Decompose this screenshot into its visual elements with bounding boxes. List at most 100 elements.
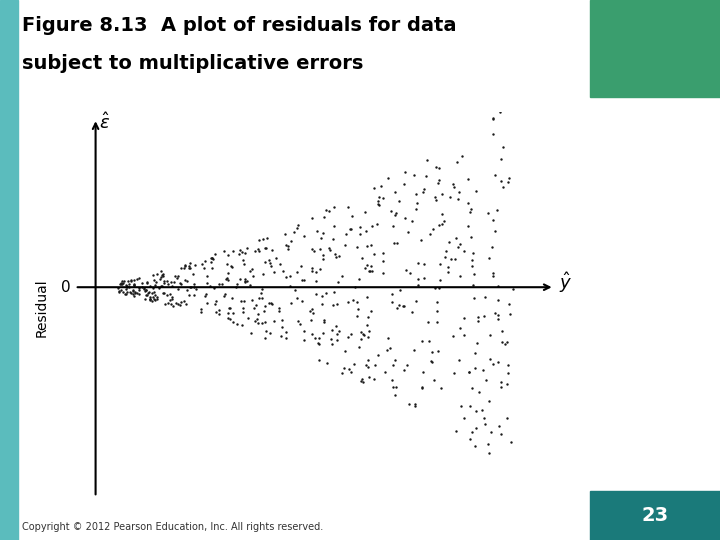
- Point: [360, 361, 372, 369]
- Point: [361, 320, 373, 329]
- Point: [299, 336, 310, 345]
- Point: [310, 290, 321, 299]
- Point: [264, 259, 276, 267]
- Point: [377, 257, 389, 266]
- Point: [127, 286, 138, 294]
- Point: [351, 312, 362, 320]
- Point: [171, 299, 182, 307]
- Point: [467, 281, 479, 289]
- Point: [420, 172, 431, 181]
- Point: [297, 296, 308, 305]
- Point: [482, 208, 493, 217]
- Point: [291, 294, 302, 302]
- Point: [398, 180, 410, 188]
- Point: [148, 294, 159, 303]
- Point: [342, 203, 354, 212]
- Point: [464, 368, 475, 376]
- Point: [421, 156, 433, 164]
- Point: [416, 336, 428, 345]
- Point: [348, 359, 359, 368]
- Point: [181, 276, 192, 285]
- Point: [150, 278, 162, 286]
- Point: [446, 255, 457, 264]
- Point: [415, 235, 427, 244]
- Point: [328, 235, 339, 244]
- Point: [449, 254, 460, 263]
- Point: [238, 308, 249, 316]
- Point: [391, 383, 402, 391]
- Point: [113, 284, 125, 292]
- Point: [241, 276, 253, 285]
- Point: [483, 253, 495, 262]
- Point: [357, 330, 369, 339]
- Point: [495, 377, 507, 386]
- Point: [426, 357, 437, 366]
- Point: [307, 267, 318, 275]
- Point: [333, 327, 345, 335]
- Point: [398, 366, 410, 374]
- Point: [292, 224, 303, 233]
- Point: [433, 164, 445, 173]
- Point: [307, 246, 319, 255]
- Point: [315, 265, 326, 274]
- Point: [189, 279, 200, 288]
- Point: [315, 234, 327, 242]
- Point: [157, 271, 168, 279]
- Point: [354, 343, 365, 352]
- Point: [179, 275, 191, 284]
- Point: [487, 115, 499, 124]
- Point: [284, 282, 296, 291]
- Point: [158, 277, 170, 286]
- Point: [429, 192, 441, 201]
- Point: [114, 280, 126, 289]
- Point: [253, 246, 265, 255]
- Point: [426, 348, 437, 356]
- Point: [221, 273, 233, 282]
- Point: [120, 285, 132, 294]
- Point: [492, 296, 504, 305]
- Point: [189, 261, 201, 270]
- Point: [165, 278, 176, 286]
- Point: [502, 361, 513, 370]
- Point: [280, 334, 292, 343]
- Point: [310, 334, 321, 343]
- Point: [276, 316, 288, 325]
- Point: [239, 249, 251, 258]
- Point: [390, 208, 401, 217]
- Point: [184, 259, 196, 267]
- Point: [219, 290, 230, 299]
- Point: [478, 414, 490, 422]
- Point: [205, 257, 217, 266]
- Point: [431, 163, 442, 171]
- Point: [423, 337, 435, 346]
- Point: [233, 250, 245, 259]
- Point: [175, 279, 186, 288]
- Point: [294, 319, 306, 328]
- Point: [279, 230, 290, 238]
- Point: [437, 210, 449, 219]
- Point: [144, 296, 156, 305]
- Point: [384, 343, 396, 352]
- Point: [327, 301, 338, 310]
- Point: [125, 277, 137, 286]
- Point: [352, 305, 364, 314]
- Point: [492, 282, 504, 291]
- Point: [372, 200, 384, 208]
- Point: [469, 348, 481, 357]
- Point: [348, 295, 359, 304]
- Point: [487, 215, 499, 224]
- Point: [245, 328, 256, 337]
- Point: [281, 328, 292, 336]
- Point: [240, 275, 251, 284]
- Point: [435, 384, 446, 393]
- Point: [504, 309, 516, 318]
- Point: [239, 297, 251, 306]
- Point: [143, 288, 155, 296]
- Point: [443, 238, 454, 247]
- Point: [166, 293, 178, 302]
- Point: [416, 382, 428, 391]
- Point: [158, 289, 170, 298]
- Point: [447, 179, 459, 188]
- Point: [344, 225, 356, 234]
- Point: [195, 305, 207, 313]
